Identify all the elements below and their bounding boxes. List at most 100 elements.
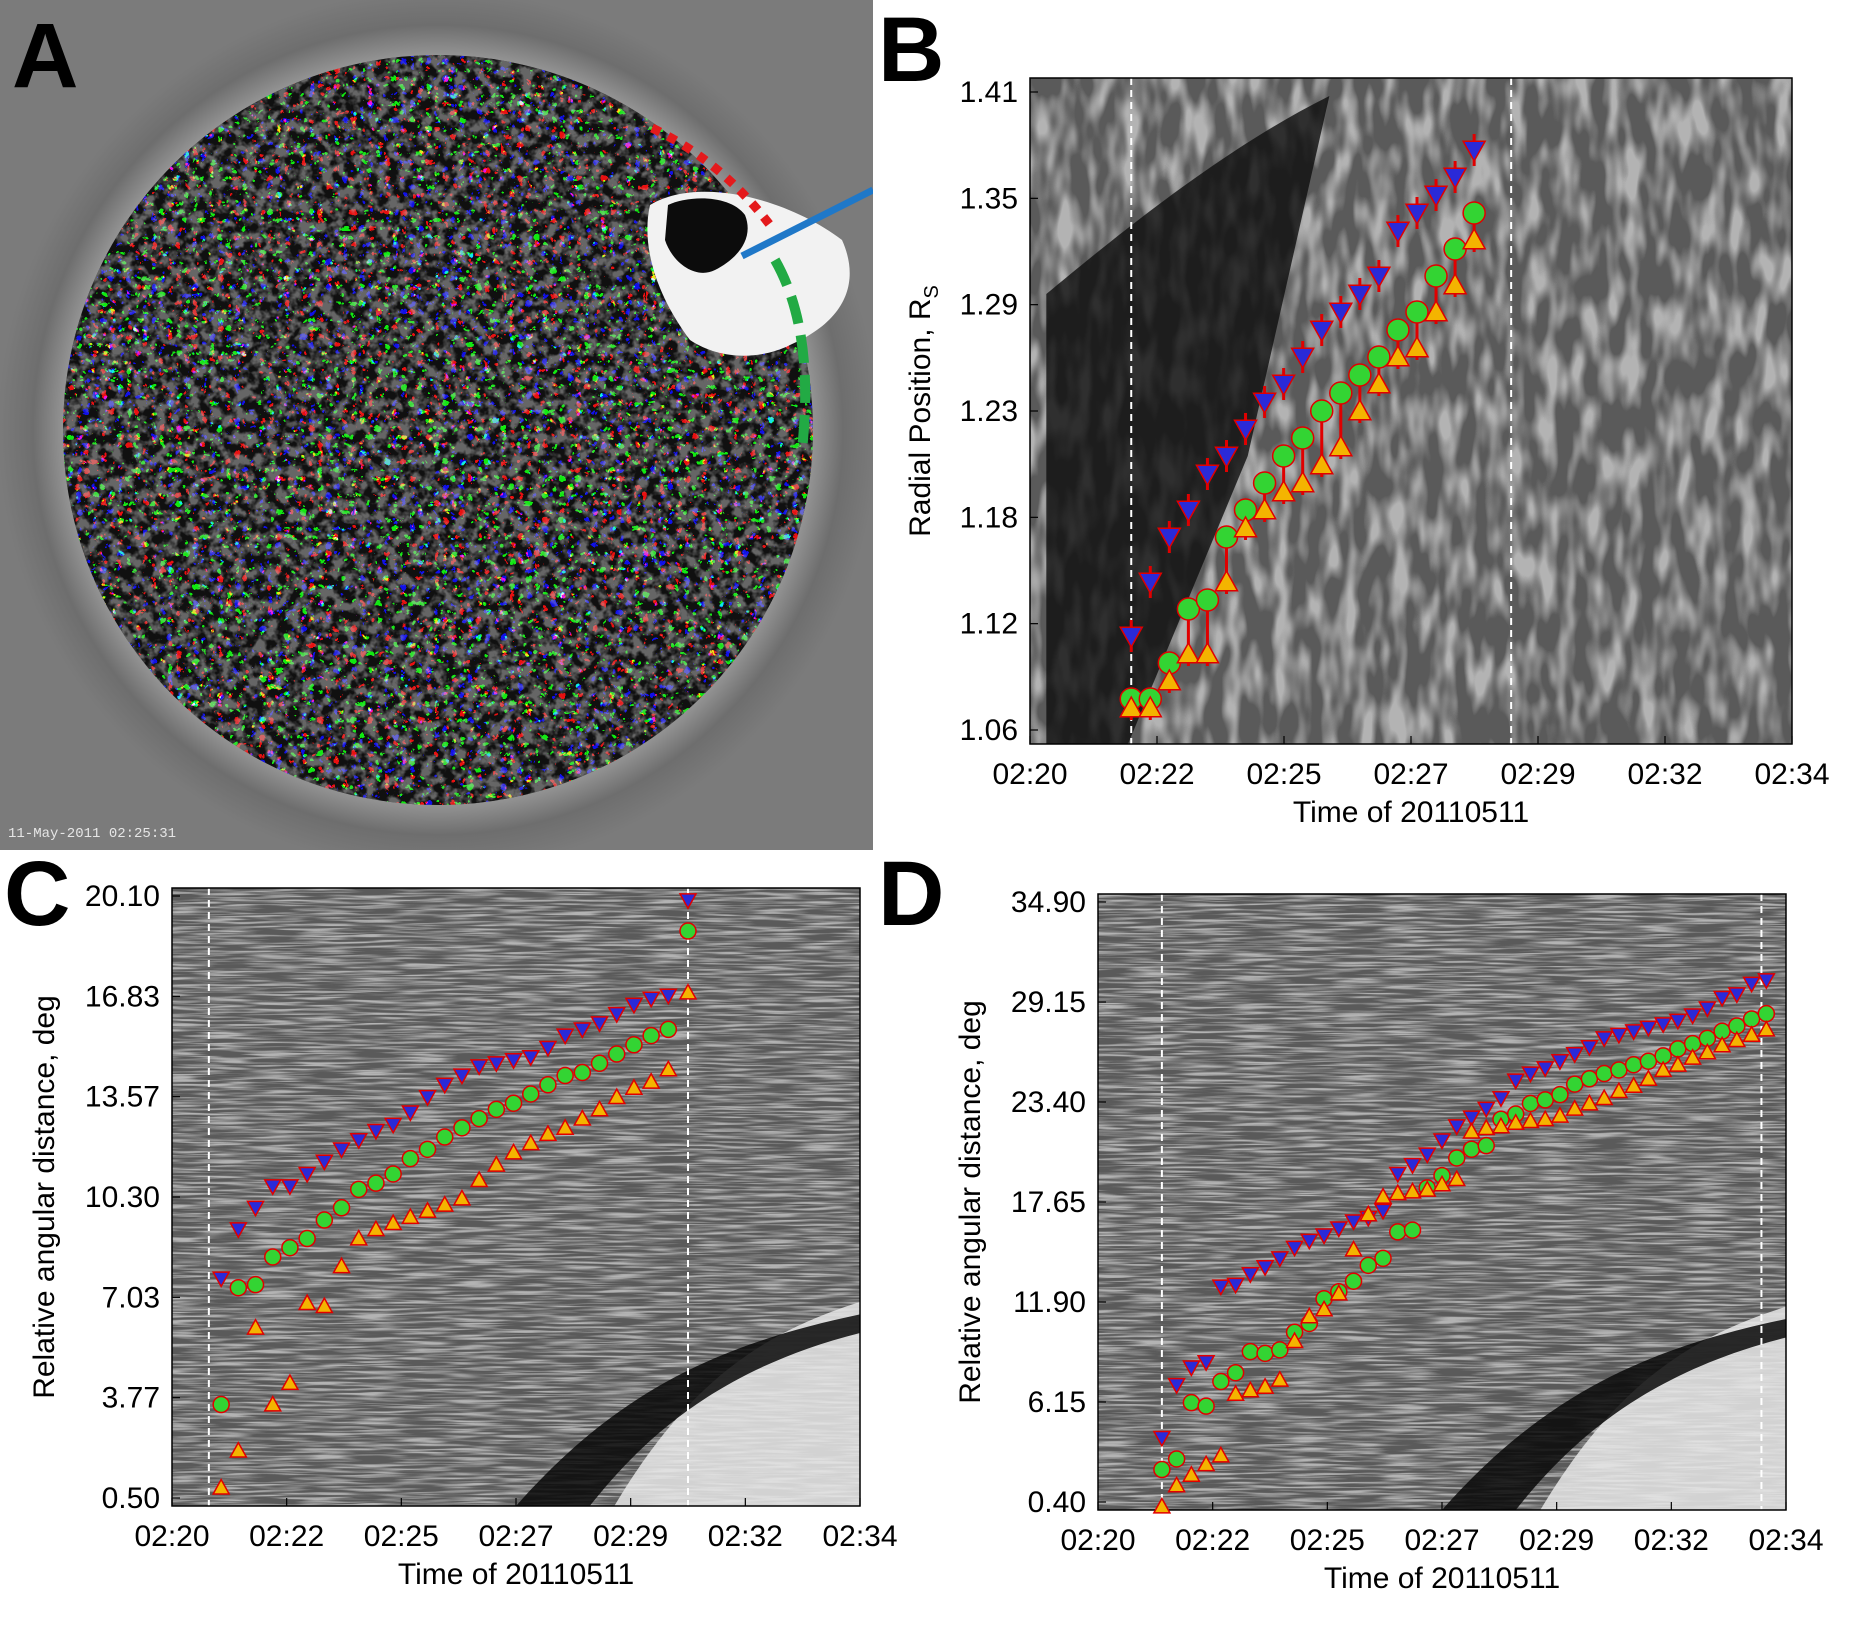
lower-edge-marker: [1580, 1093, 1599, 1111]
upper-edge-marker: [1271, 374, 1296, 397]
center-marker: [229, 1278, 248, 1297]
center-marker: [1521, 1094, 1540, 1113]
upper-edge-marker: [1300, 1233, 1319, 1251]
center-marker: [401, 1149, 420, 1168]
center-marker: [1344, 1272, 1363, 1290]
lower-edge-marker: [1742, 1025, 1761, 1042]
x-tick-label: 02:20: [1060, 1524, 1135, 1557]
center-marker: [1374, 1249, 1392, 1268]
lower-edge-marker: [1366, 371, 1392, 394]
center-marker: [1329, 381, 1353, 405]
center-marker: [1462, 201, 1486, 225]
x-tick-label: 02:27: [1373, 758, 1448, 791]
upper-edge-marker: [1653, 1017, 1673, 1034]
upper-edge-marker: [1385, 221, 1411, 244]
y-axis-label: Relative angular distance, deg: [28, 995, 61, 1399]
upper-edge-marker: [1241, 1267, 1260, 1284]
upper-edge-marker: [383, 1117, 403, 1135]
lower-edge-marker: [1270, 1370, 1290, 1387]
lower-edge-marker: [1668, 1055, 1688, 1072]
y-tick-label: 11.90: [1013, 1286, 1086, 1319]
upper-edge-marker: [1535, 1061, 1555, 1078]
lower-edge-marker: [366, 1219, 386, 1237]
upper-edge-marker: [263, 1179, 283, 1196]
y-tick-label: 1.06: [960, 714, 1018, 747]
upper-edge-marker: [1196, 1355, 1216, 1372]
upper-edge-marker: [349, 1132, 369, 1150]
lower-edge-marker: [1712, 1035, 1732, 1053]
lower-edge-marker: [641, 1072, 661, 1089]
upper-edge-marker: [246, 1200, 265, 1218]
center-marker: [1271, 444, 1296, 468]
lower-edge-marker: [1241, 1380, 1260, 1398]
center-marker: [349, 1180, 368, 1199]
center-marker: [659, 1020, 678, 1039]
upper-edge-marker: [1565, 1047, 1584, 1064]
x-tick-label: 02:20: [992, 758, 1067, 791]
upper-edge-marker: [504, 1053, 523, 1070]
center-marker: [1271, 1341, 1289, 1359]
upper-edge-marker: [1609, 1027, 1629, 1045]
upper-edge-marker: [1521, 1066, 1540, 1084]
lower-edge-marker: [487, 1155, 506, 1172]
center-marker: [281, 1238, 299, 1257]
lower-edge-marker: [1698, 1042, 1717, 1060]
lower-edge-marker: [1211, 1445, 1231, 1463]
x-tick-label: 02:27: [478, 1520, 553, 1553]
center-marker: [1252, 471, 1277, 495]
lower-edge-marker: [1233, 515, 1258, 538]
lower-edge-marker: [1609, 1081, 1629, 1099]
center-marker: [1348, 363, 1372, 387]
lower-edge-marker: [229, 1441, 248, 1458]
upper-edge-marker: [1423, 185, 1449, 208]
center-marker: [1167, 1450, 1186, 1468]
lower-edge-marker: [1432, 1174, 1452, 1192]
lower-edge-marker: [297, 1293, 317, 1311]
x-tick-label: 02:25: [1246, 758, 1321, 791]
center-marker: [1757, 1004, 1776, 1023]
y-tick-label: 1.12: [960, 608, 1018, 641]
lower-edge-marker: [1290, 470, 1315, 493]
lower-edge-marker: [1491, 1116, 1511, 1134]
upper-edge-marker: [1668, 1013, 1688, 1031]
center-marker: [1241, 1342, 1260, 1361]
x-tick-label: 02:34: [1754, 758, 1829, 791]
y-tick-label: 0.40: [1028, 1486, 1086, 1519]
x-tick-label: 02:29: [593, 1520, 668, 1553]
center-marker: [1639, 1052, 1658, 1070]
upper-edge-marker: [280, 1179, 300, 1196]
y-tick-label: 34.90: [1011, 886, 1086, 919]
center-marker: [1424, 264, 1448, 288]
center-marker: [298, 1229, 316, 1248]
upper-edge-marker: [1594, 1031, 1614, 1048]
upper-edge-marker: [366, 1123, 386, 1141]
x-tick-label: 02:25: [1290, 1524, 1365, 1557]
lower-edge-marker: [1138, 695, 1163, 718]
upper-edge-marker: [1461, 140, 1487, 163]
lower-edge-marker: [280, 1373, 300, 1391]
upper-edge-marker: [1624, 1024, 1643, 1041]
upper-edge-marker: [1683, 1008, 1702, 1025]
lower-edge-marker: [1461, 227, 1487, 250]
lower-edge-marker: [1624, 1076, 1643, 1093]
panel-label-b: B: [878, 0, 945, 101]
lower-edge-marker: [1176, 641, 1201, 664]
lower-edge-marker: [1442, 272, 1468, 295]
center-marker: [212, 1395, 230, 1414]
upper-edge-marker: [1432, 1133, 1452, 1150]
lower-edge-marker: [1152, 1496, 1172, 1514]
center-marker: [487, 1100, 506, 1119]
lower-edge-marker: [1385, 344, 1411, 367]
lower-edge-marker: [1447, 1169, 1467, 1187]
center-marker: [1367, 345, 1391, 369]
upper-edge-marker: [1176, 500, 1201, 523]
upper-edge-marker: [1157, 527, 1182, 550]
y-tick-label: 23.40: [1011, 1086, 1086, 1119]
upper-edge-marker: [538, 1040, 558, 1058]
center-marker: [384, 1165, 402, 1183]
center-marker: [1389, 1223, 1407, 1241]
center-marker: [521, 1085, 540, 1103]
y-tick-label: 1.18: [960, 501, 1018, 534]
center-marker: [1447, 1149, 1466, 1167]
y-tick-label: 20.10: [85, 880, 160, 913]
